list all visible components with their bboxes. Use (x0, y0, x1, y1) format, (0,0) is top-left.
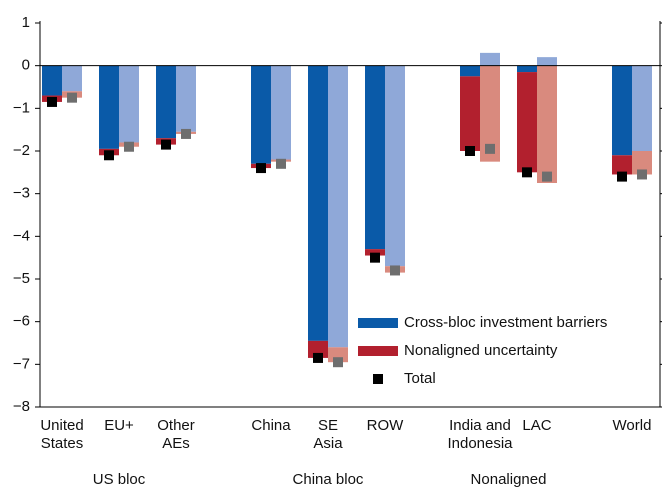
x-tick-label: India and Indonesia (447, 417, 513, 452)
bar (156, 65, 176, 139)
bar (251, 65, 271, 164)
total-marker (617, 171, 627, 182)
bar (271, 65, 291, 160)
y-tick-label: 1 (22, 14, 30, 31)
bar (328, 65, 348, 348)
bar (480, 65, 500, 162)
y-tick-label: −7 (13, 355, 30, 372)
x-tick-label: Other AEs (157, 417, 195, 452)
total-marker (522, 167, 532, 178)
x-tick-label: LAC (522, 417, 551, 434)
x-tick-label: World (613, 417, 652, 434)
x-tick-label: United States (40, 417, 83, 452)
legend-label: Total (404, 370, 436, 387)
bar (176, 65, 196, 132)
bar (517, 72, 537, 173)
total-marker (47, 96, 57, 107)
bar (612, 155, 632, 175)
y-tick-label: −2 (13, 142, 30, 159)
total-marker (67, 92, 77, 103)
legend-label: Cross-bloc investment barriers (404, 314, 607, 331)
legend-swatch (373, 374, 383, 384)
total-marker (465, 146, 475, 156)
total-marker (124, 141, 134, 152)
bar (632, 65, 652, 151)
y-tick-label: −5 (13, 270, 30, 287)
bar (99, 65, 119, 149)
group-label: China bloc (293, 471, 364, 488)
total-marker (161, 139, 171, 150)
bar (480, 52, 500, 66)
bar (365, 65, 385, 250)
bar (460, 76, 480, 151)
y-tick-label: −1 (13, 99, 30, 116)
legend-swatch (358, 318, 398, 328)
y-tick-label: −4 (13, 227, 30, 244)
total-marker (104, 150, 114, 161)
bar (537, 65, 557, 183)
bar (119, 65, 139, 143)
y-tick-label: 0 (22, 57, 30, 74)
total-marker (276, 158, 286, 169)
bar (537, 57, 557, 66)
y-tick-label: −3 (13, 185, 30, 202)
legend: Cross-bloc investment barriers Nonaligned… (358, 314, 607, 387)
total-marker (333, 357, 343, 368)
x-tick-label: ROW (367, 417, 405, 434)
total-marker (637, 169, 647, 180)
bar (612, 65, 632, 156)
total-marker (181, 128, 191, 139)
total-marker (542, 171, 552, 182)
group-label: US bloc (93, 471, 146, 488)
bar (62, 65, 82, 92)
x-tick-label: SE Asia (313, 417, 343, 452)
bar (42, 65, 62, 96)
legend-label: Nonaligned uncertainty (404, 342, 558, 359)
group-label: Nonaligned (471, 471, 547, 488)
total-marker (313, 352, 323, 363)
bar (308, 65, 328, 341)
bar (632, 151, 652, 175)
bar (517, 65, 537, 73)
bar (385, 65, 405, 267)
total-marker (370, 252, 380, 263)
legend-swatch (358, 346, 398, 356)
x-tick-label: China (251, 417, 291, 434)
y-tick-label: −6 (13, 313, 30, 330)
y-tick-label: −8 (13, 398, 30, 415)
bar (460, 65, 480, 77)
x-tick-label: EU+ (104, 417, 134, 434)
bar (365, 249, 385, 256)
total-marker (485, 143, 495, 154)
total-marker (256, 163, 266, 174)
total-marker (390, 265, 400, 276)
